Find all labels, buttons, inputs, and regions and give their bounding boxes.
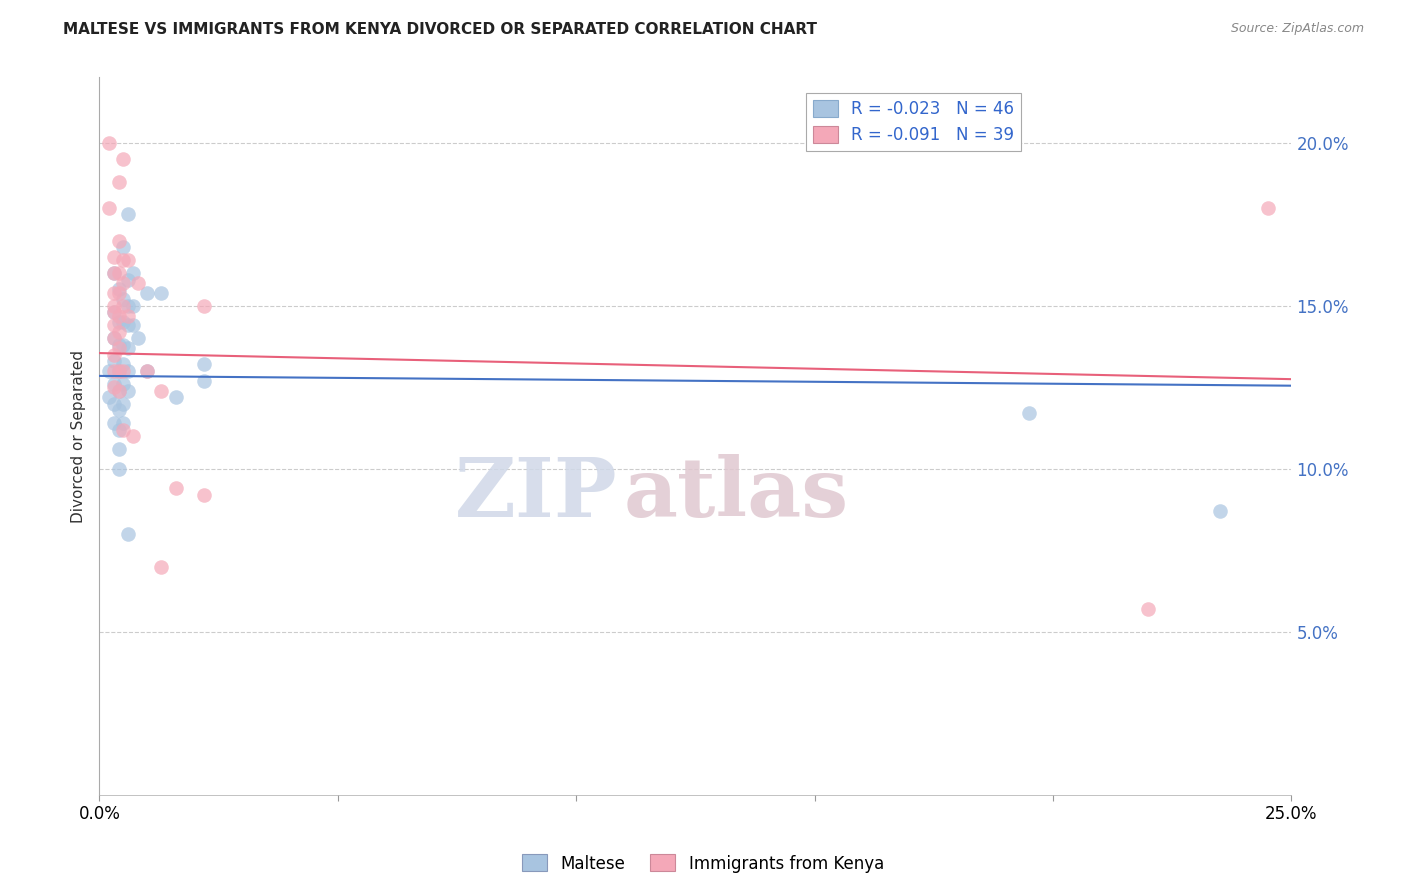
Point bbox=[103, 331, 125, 345]
Legend: R = -0.023   N = 46, R = -0.091   N = 39: R = -0.023 N = 46, R = -0.091 N = 39 bbox=[806, 93, 1021, 151]
Point bbox=[136, 285, 159, 300]
Point bbox=[112, 358, 135, 372]
Point bbox=[117, 253, 139, 268]
Point bbox=[103, 380, 125, 394]
Point bbox=[107, 442, 129, 457]
Point bbox=[112, 253, 135, 268]
Point bbox=[136, 364, 159, 378]
Point bbox=[121, 429, 143, 443]
Point bbox=[127, 331, 149, 345]
Point bbox=[117, 364, 139, 378]
Point bbox=[150, 559, 173, 574]
Text: atlas: atlas bbox=[624, 454, 849, 533]
Point bbox=[107, 175, 129, 189]
Point bbox=[107, 285, 129, 300]
Point bbox=[193, 358, 215, 372]
Point bbox=[107, 325, 129, 339]
Point bbox=[103, 299, 125, 313]
Point bbox=[103, 348, 125, 362]
Point bbox=[107, 423, 129, 437]
Point bbox=[117, 318, 139, 333]
Point bbox=[107, 309, 129, 323]
Point bbox=[103, 266, 125, 280]
Point bbox=[127, 276, 149, 290]
Point bbox=[150, 384, 173, 398]
Point bbox=[165, 390, 187, 404]
Point bbox=[103, 354, 125, 368]
Point bbox=[107, 403, 129, 417]
Point bbox=[98, 201, 121, 215]
Point bbox=[121, 299, 143, 313]
Point bbox=[107, 364, 129, 378]
Point bbox=[112, 416, 135, 430]
Point bbox=[1018, 406, 1040, 420]
Point bbox=[121, 266, 143, 280]
Point bbox=[193, 299, 215, 313]
Point bbox=[112, 276, 135, 290]
Point bbox=[117, 207, 139, 221]
Text: Source: ZipAtlas.com: Source: ZipAtlas.com bbox=[1230, 22, 1364, 36]
Legend: Maltese, Immigrants from Kenya: Maltese, Immigrants from Kenya bbox=[516, 847, 890, 880]
Point bbox=[103, 250, 125, 264]
Y-axis label: Divorced or Separated: Divorced or Separated bbox=[72, 350, 86, 523]
Point bbox=[107, 341, 129, 355]
Point bbox=[193, 374, 215, 388]
Point bbox=[112, 240, 135, 254]
Point bbox=[107, 462, 129, 476]
Point bbox=[103, 416, 125, 430]
Point bbox=[103, 331, 125, 345]
Point bbox=[150, 285, 173, 300]
Point bbox=[103, 364, 125, 378]
Point bbox=[112, 397, 135, 411]
Point bbox=[1257, 201, 1279, 215]
Point bbox=[117, 309, 139, 323]
Point bbox=[1209, 504, 1232, 518]
Text: MALTESE VS IMMIGRANTS FROM KENYA DIVORCED OR SEPARATED CORRELATION CHART: MALTESE VS IMMIGRANTS FROM KENYA DIVORCE… bbox=[63, 22, 817, 37]
Point bbox=[112, 377, 135, 392]
Text: ZIP: ZIP bbox=[456, 454, 619, 533]
Point bbox=[136, 364, 159, 378]
Point bbox=[112, 423, 135, 437]
Point bbox=[98, 364, 121, 378]
Point bbox=[121, 318, 143, 333]
Point bbox=[107, 283, 129, 297]
Point bbox=[107, 266, 129, 280]
Point bbox=[107, 338, 129, 352]
Point bbox=[117, 299, 139, 313]
Point bbox=[107, 315, 129, 329]
Point bbox=[117, 273, 139, 287]
Point bbox=[103, 285, 125, 300]
Point bbox=[107, 364, 129, 378]
Point bbox=[103, 377, 125, 392]
Point bbox=[117, 384, 139, 398]
Point bbox=[112, 152, 135, 166]
Point bbox=[112, 292, 135, 306]
Point bbox=[103, 397, 125, 411]
Point bbox=[103, 305, 125, 319]
Point bbox=[112, 315, 135, 329]
Point bbox=[165, 482, 187, 496]
Point bbox=[103, 318, 125, 333]
Point bbox=[107, 234, 129, 248]
Point bbox=[193, 488, 215, 502]
Point bbox=[117, 527, 139, 541]
Point bbox=[107, 384, 129, 398]
Point bbox=[112, 364, 135, 378]
Point bbox=[103, 305, 125, 319]
Point bbox=[107, 384, 129, 398]
Point bbox=[98, 136, 121, 150]
Point bbox=[112, 338, 135, 352]
Point bbox=[98, 390, 121, 404]
Point bbox=[117, 341, 139, 355]
Point bbox=[1137, 602, 1160, 616]
Point bbox=[112, 299, 135, 313]
Point bbox=[103, 266, 125, 280]
